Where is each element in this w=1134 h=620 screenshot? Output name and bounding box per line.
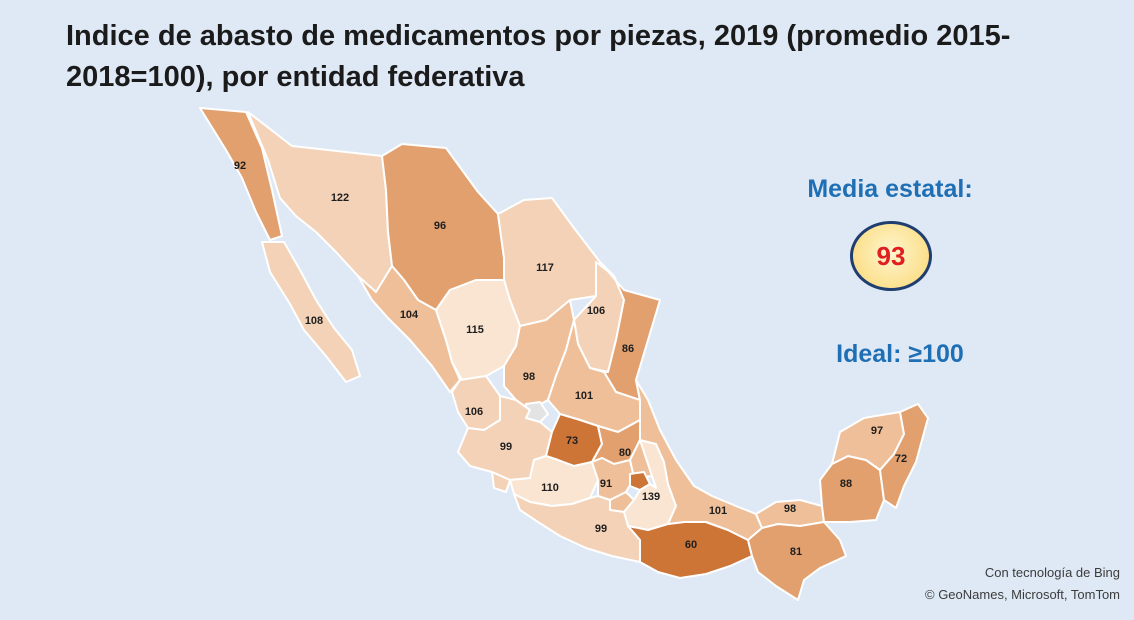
state-veracruz[interactable] — [635, 379, 763, 541]
value-label-oaxaca: 60 — [685, 539, 697, 551]
value-label-chihuahua: 96 — [434, 220, 446, 232]
value-label-nayarit: 106 — [465, 406, 483, 418]
value-label-sonora: 122 — [331, 192, 349, 204]
value-label-tamaulipas: 86 — [622, 343, 634, 355]
value-label-san-luis-potosi: 101 — [575, 390, 593, 402]
value-label-nuevo-leon: 106 — [587, 305, 605, 317]
value-label-quintana-roo: 72 — [895, 453, 907, 465]
value-label-puebla: 139 — [642, 491, 660, 503]
value-label-sinaloa: 104 — [400, 309, 419, 321]
value-label-tabasco: 98 — [784, 503, 796, 515]
value-label-baja-california-sur: 108 — [305, 315, 323, 327]
state-guerrero[interactable] — [513, 493, 641, 563]
value-label-chiapas: 81 — [790, 546, 802, 558]
state-nayarit[interactable] — [451, 375, 501, 431]
value-label-baja-california: 92 — [234, 160, 246, 172]
state-quintana-roo[interactable] — [879, 403, 929, 509]
ideal-label: Ideal: ≥100 — [836, 340, 964, 368]
value-label-jalisco: 99 — [500, 441, 512, 453]
value-label-queretaro: 80 — [619, 447, 631, 459]
value-label-veracruz: 101 — [709, 505, 727, 517]
value-label-campeche: 88 — [840, 478, 852, 490]
value-label-coahuila: 117 — [536, 262, 554, 274]
value-label-michoacan: 110 — [541, 482, 559, 494]
state-baja-california-sur[interactable] — [261, 241, 361, 383]
media-estatal-label: Media estatal: — [807, 175, 973, 203]
state-baja-california[interactable] — [199, 107, 283, 241]
state-chiapas[interactable] — [747, 521, 847, 601]
state-colima[interactable] — [491, 471, 511, 493]
value-label-estado-de-mexico: 91 — [600, 478, 612, 490]
value-label-guanajuato: 73 — [566, 435, 578, 447]
value-label-yucatan: 97 — [871, 425, 883, 437]
value-label-guerrero: 99 — [595, 523, 607, 535]
credit-bing: Con tecnología de Bing — [984, 565, 1120, 580]
media-estatal-value: 93 — [876, 240, 906, 271]
credit-geonames: © GeoNames, Microsoft, TomTom — [925, 587, 1120, 602]
map-title: Indice de abasto de medicamentos por pie… — [66, 20, 1011, 94]
value-label-zacatecas: 98 — [523, 371, 535, 383]
media-estatal-badge: 93 — [850, 221, 932, 291]
value-label-durango: 115 — [466, 324, 484, 336]
